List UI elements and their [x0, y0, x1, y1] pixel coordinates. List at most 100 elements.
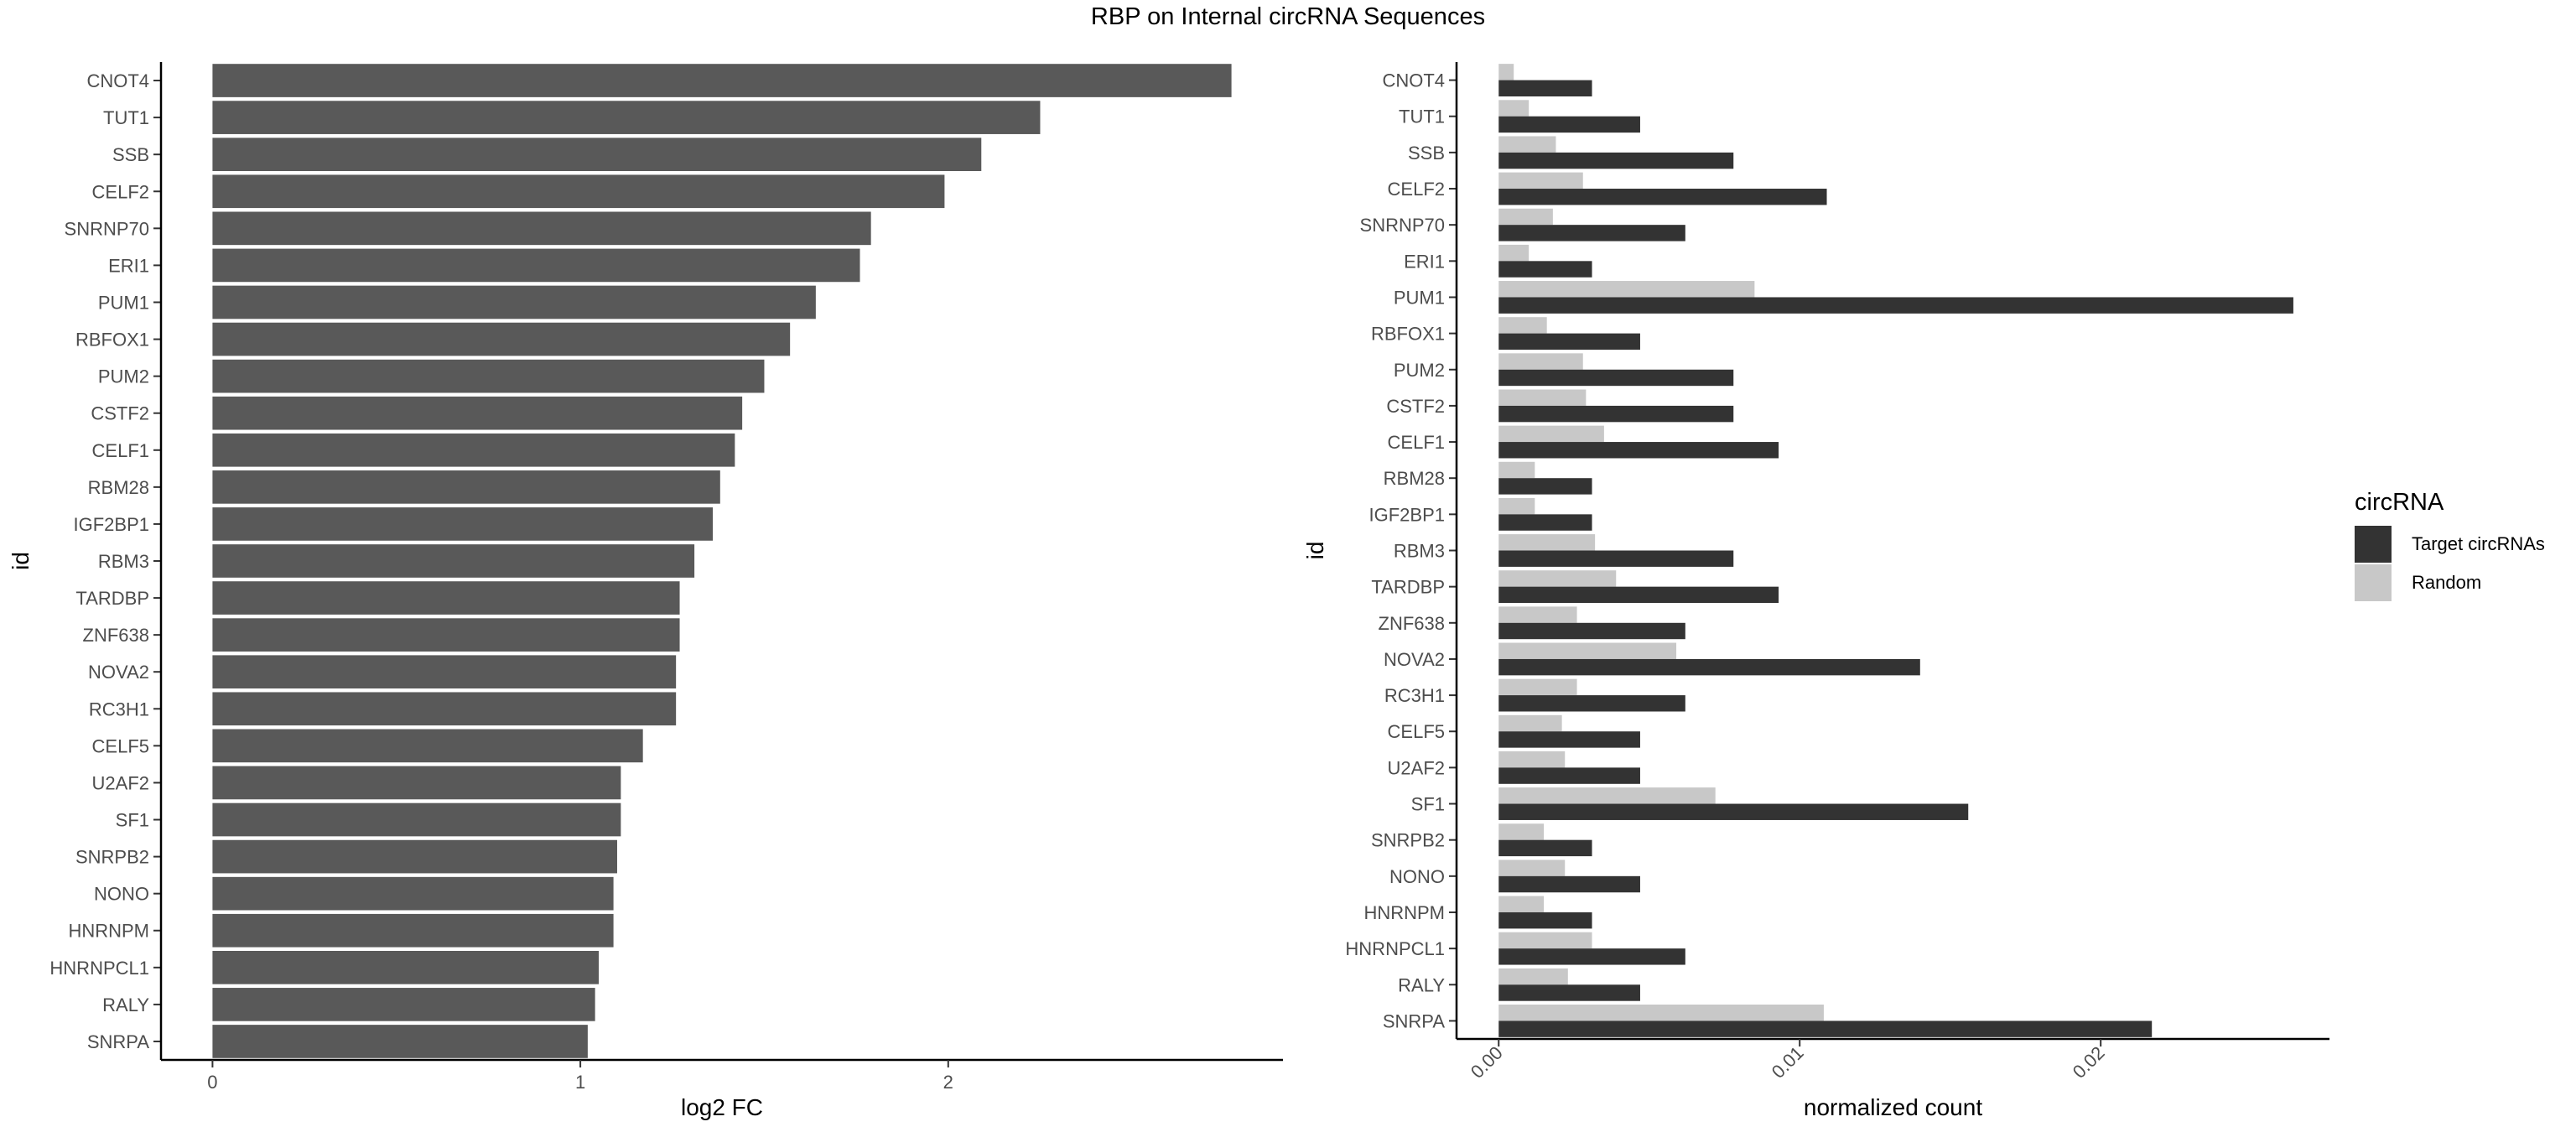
bar-random-u2af2	[1498, 750, 1566, 768]
y-tick-label-cnot4: CNOT4	[86, 70, 149, 91]
legend-label-target: Target circRNAs	[2412, 533, 2545, 554]
y-tick-label-cstf2: CSTF2	[91, 403, 149, 424]
bar-random-raly	[1498, 968, 1568, 985]
bar-target-circrnas-tut1	[1498, 116, 1640, 133]
y-tick-label-raly: RALY	[102, 995, 149, 1015]
y-tick-label-hnrnpm: HNRNPM	[1363, 902, 1445, 923]
normalized-count-panel: CNOT4 TUT1 SSB CELF2 SNRNP70 ERI1 PUM1 RBFOX1 PU…	[1302, 62, 2329, 1120]
y-tick-label-nova2: NOVA2	[88, 662, 149, 683]
bar-target-circrnas-rbm3	[1498, 550, 1734, 567]
x-axis-title: log2 FC	[681, 1094, 763, 1120]
bar-random-eri1	[1498, 244, 1530, 262]
x-tick-label-0-01: 0.01	[1768, 1042, 1808, 1083]
y-tick-label-cnot4: CNOT4	[1382, 70, 1445, 91]
y-tick-label-cstf2: CSTF2	[1386, 396, 1445, 417]
bar-u2af2	[212, 766, 621, 800]
bar-rc3h1	[212, 692, 677, 726]
y-tick-label-celf5: CELF5	[1388, 721, 1445, 742]
bar-snrpa	[212, 1025, 588, 1058]
y-tick-label-tardbp: TARDBP	[1371, 577, 1445, 598]
y-tick-label-nono: NONO	[1389, 866, 1445, 887]
chart-title: RBP on Internal circRNA Sequences	[1090, 3, 1486, 30]
bar-rbfox1	[212, 322, 791, 356]
bar-nono	[212, 876, 614, 911]
y-tick-label-pum1: PUM1	[1394, 287, 1445, 308]
legend-item-target: Target circRNAs	[2355, 525, 2545, 564]
bar-cstf2	[212, 396, 743, 430]
bar-tut1	[212, 101, 1041, 134]
bar-random-ssb	[1498, 136, 1556, 153]
x-axis-title: normalized count	[1804, 1094, 1982, 1120]
bar-random-rbm28	[1498, 461, 1535, 479]
y-tick-label-igf2bp1: IGF2BP1	[74, 514, 149, 535]
y-tick-label-hnrnpm: HNRNPM	[68, 921, 149, 942]
bar-random-pum1	[1498, 281, 1755, 298]
bar-target-circrnas-u2af2	[1498, 767, 1640, 784]
y-tick-label-rc3h1: RC3H1	[89, 699, 149, 719]
y-tick-label-hnrnpcl1: HNRNPCL1	[49, 958, 149, 979]
bar-snrnp70	[212, 211, 871, 246]
bar-random-znf638	[1498, 606, 1577, 623]
bar-random-nova2	[1498, 642, 1677, 659]
y-tick-label-snrnp70: SNRNP70	[1360, 215, 1445, 236]
y-tick-label-ssb: SSB	[1408, 143, 1445, 164]
bar-target-circrnas-celf1	[1498, 442, 1779, 459]
bar-random-rc3h1	[1498, 678, 1577, 696]
bar-random-nono	[1498, 860, 1566, 876]
bar-znf638	[212, 618, 680, 652]
bar-random-sf1	[1498, 787, 1716, 804]
bar-celf1	[212, 433, 735, 467]
bar-random-cstf2	[1498, 389, 1587, 406]
legend-key-random	[2355, 564, 2392, 601]
x-tick-label-1: 1	[575, 1072, 585, 1093]
y-tick-label-pum1: PUM1	[98, 292, 149, 313]
x-tick-label-0-02: 0.02	[2069, 1042, 2109, 1083]
y-tick-label-rbm3: RBM3	[98, 551, 149, 572]
bar-random-pum2	[1498, 353, 1583, 370]
bar-target-circrnas-rbm28	[1498, 478, 1592, 495]
y-tick-label-raly: RALY	[1398, 974, 1445, 995]
bar-target-circrnas-rbfox1	[1498, 333, 1640, 351]
bar-target-circrnas-rc3h1	[1498, 695, 1685, 712]
bar-hnrnpcl1	[212, 950, 600, 984]
y-axis-title: id	[1302, 542, 1328, 560]
y-tick-label-snrpb2: SNRPB2	[1371, 830, 1445, 851]
bar-target-circrnas-cstf2	[1498, 405, 1734, 423]
bar-random-snrpb2	[1498, 823, 1545, 840]
bar-rbm3	[212, 544, 695, 578]
y-tick-label-tut1: TUT1	[103, 107, 149, 128]
bar-random-celf1	[1498, 425, 1604, 443]
y-tick-label-nova2: NOVA2	[1384, 649, 1445, 670]
bar-pum2	[212, 359, 765, 393]
y-tick-label-snrpa: SNRPA	[1383, 1010, 1445, 1031]
bar-random-rbfox1	[1498, 317, 1547, 334]
bar-target-circrnas-igf2bp1	[1498, 514, 1592, 531]
y-tick-label-igf2bp1: IGF2BP1	[1369, 504, 1445, 525]
y-tick-label-celf2: CELF2	[1388, 179, 1445, 200]
bar-tardbp	[212, 581, 680, 615]
bar-target-circrnas-ssb	[1498, 152, 1734, 169]
y-tick-label-rbm28: RBM28	[1384, 468, 1445, 489]
y-tick-label-rbfox1: RBFOX1	[1371, 324, 1445, 345]
bar-pum1	[212, 285, 816, 319]
bar-rbm28	[212, 470, 720, 504]
bar-target-circrnas-raly	[1498, 984, 1640, 1001]
bar-random-cnot4	[1498, 64, 1514, 80]
bar-target-circrnas-sf1	[1498, 803, 1969, 820]
bar-random-tardbp	[1498, 570, 1617, 587]
y-tick-label-tardbp: TARDBP	[75, 588, 149, 609]
bar-target-circrnas-hnrnpm	[1498, 911, 1592, 929]
legend: circRNA Target circRNAs Random	[2355, 489, 2545, 602]
y-tick-label-celf5: CELF5	[92, 735, 149, 756]
bar-target-circrnas-hnrnpcl1	[1498, 948, 1685, 965]
x-tick-label-0: 0	[207, 1072, 217, 1093]
y-tick-label-snrpa: SNRPA	[87, 1031, 149, 1052]
y-axis-title: id	[8, 552, 34, 570]
bar-sf1	[212, 802, 621, 837]
bar-random-snrpa	[1498, 1005, 1824, 1021]
y-tick-label-hnrnpcl1: HNRNPCL1	[1345, 938, 1445, 959]
bar-target-circrnas-nono	[1498, 875, 1640, 893]
y-tick-label-sf1: SF1	[116, 810, 149, 831]
bar-hnrnpm	[212, 913, 614, 948]
